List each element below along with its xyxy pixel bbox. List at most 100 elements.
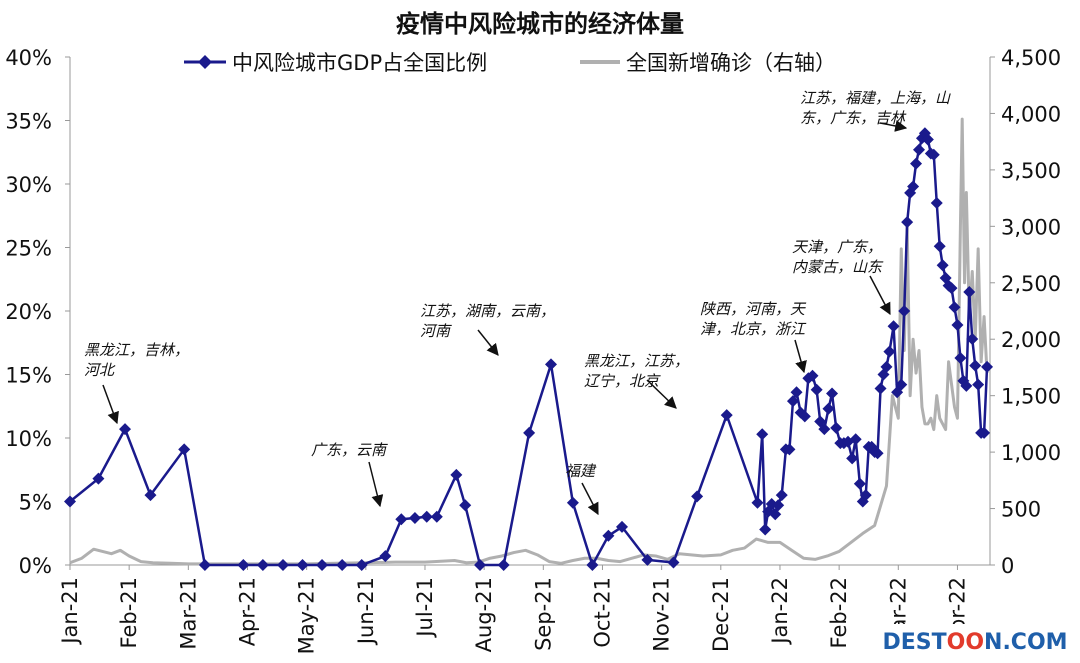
gdp-share-point: [379, 550, 392, 563]
annotation-label: 内蒙古，山东: [792, 258, 884, 276]
gdp-share-point: [420, 510, 433, 523]
annotation-label: 天津，广东，: [792, 238, 882, 256]
x-tick-label: Feb-22: [827, 577, 851, 648]
y-right-tick-label: 2,000: [1001, 328, 1061, 352]
y-right-tick-label: 2,500: [1001, 272, 1061, 296]
gdp-share-point: [316, 559, 329, 571]
gdp-share-point: [756, 428, 769, 441]
gdp-share-point: [927, 148, 940, 161]
gdp-share-point: [853, 477, 866, 490]
y-left-tick-label: 35%: [5, 110, 52, 134]
gdp-share-point: [871, 447, 884, 460]
annotation-label: 河北: [84, 361, 116, 379]
watermark-letter: E: [901, 630, 916, 655]
gdp-share-point: [849, 433, 862, 446]
annotation-label: 河南: [420, 322, 452, 340]
gdp-share-point: [907, 180, 920, 193]
watermark-letter: M: [1046, 630, 1068, 655]
gdp-share-point: [933, 240, 946, 253]
y-left-tick-label: 20%: [5, 300, 52, 324]
y-right-tick-label: 1,000: [1001, 441, 1061, 465]
annotation-arrow: [102, 384, 119, 425]
x-tick-label: Aug-21: [472, 577, 496, 652]
watermark-letter: O: [965, 630, 984, 655]
watermark-letter: C: [1011, 630, 1027, 655]
x-tick-label: Jul-21: [413, 577, 437, 639]
gdp-share-point: [846, 452, 859, 465]
watermark-letter: N: [984, 630, 1002, 655]
gdp-share-point: [497, 559, 510, 571]
gdp-share-line: [69, 131, 989, 567]
gdp-share-point: [459, 499, 472, 512]
y-right-tick-label: 500: [1001, 498, 1041, 522]
gdp-share-point: [798, 410, 811, 423]
y-left-tick-label: 25%: [5, 237, 52, 261]
gdp-share-point: [822, 402, 835, 415]
gdp-share-point: [978, 426, 991, 439]
gdp-share-point: [887, 320, 900, 333]
gdp-share-point: [783, 443, 796, 456]
gdp-share-point: [430, 510, 443, 523]
legend-label-gdp: 中风险城市GDP占全国比例: [232, 51, 487, 75]
annotation-label: 福建: [565, 462, 597, 480]
annotation-label: 江苏，福建，上海，山: [800, 89, 951, 107]
chart-title: 疫情中风险城市的经济体量: [396, 10, 684, 38]
x-tick-label: Jan-21: [58, 577, 82, 646]
gdp-share-point: [92, 472, 105, 485]
gdp-share-point: [913, 143, 926, 156]
annotation-label: 广东，云南: [311, 441, 388, 459]
y-right-tick-label: 3,000: [1001, 215, 1061, 239]
gdp-share-point: [602, 529, 615, 542]
gdp-share-point: [972, 378, 985, 391]
gdp-share-point: [936, 259, 949, 272]
watermark-letter: O: [1027, 630, 1046, 655]
watermark-letter: T: [932, 630, 947, 655]
y-left-tick-label: 10%: [5, 427, 52, 451]
legend-marker-gdp: [198, 55, 212, 69]
gdp-share-point: [178, 443, 191, 456]
gdp-share-point: [355, 559, 368, 571]
y-right-tick-label: 4,500: [1001, 46, 1061, 70]
y-left-tick-label: 40%: [5, 46, 52, 70]
x-tick-label: Sep-21: [531, 577, 555, 651]
gdp-share-point: [751, 496, 764, 509]
annotation-arrow: [869, 275, 891, 316]
x-tick-label: Oct-21: [590, 577, 614, 648]
y-left-tick-label: 15%: [5, 364, 52, 388]
y-right-tick-label: 4,000: [1001, 102, 1061, 126]
gdp-share-point: [256, 559, 269, 571]
gdp-share-point: [826, 387, 839, 400]
gdp-share-point: [64, 495, 76, 508]
gdp-share-point: [960, 379, 973, 392]
gdp-share-point: [830, 421, 843, 434]
x-tick-label: May-21: [295, 577, 319, 654]
gdp-share-point: [198, 559, 211, 571]
x-tick-label: Dec-21: [709, 577, 733, 652]
y-left-tick-label: 30%: [5, 173, 52, 197]
gdp-share-point: [691, 490, 704, 503]
annotation-label: 陕西，河南，天: [700, 300, 807, 318]
gdp-share-point: [898, 305, 911, 317]
watermark-letter: D: [882, 630, 900, 655]
gdp-share-point: [759, 523, 772, 536]
y-right-tick-label: 3,500: [1001, 159, 1061, 183]
y-left-tick-label: 5%: [19, 491, 52, 515]
gdp-share-point: [641, 553, 654, 566]
gdp-share-point: [545, 358, 558, 371]
annotation-arrow: [879, 120, 908, 132]
gdp-share-point: [910, 157, 923, 170]
gdp-share-point: [296, 559, 309, 571]
gdp-share-point: [667, 556, 680, 569]
gdp-share-point: [930, 197, 943, 210]
annotation-label: 辽宁，北京: [584, 372, 661, 390]
gdp-share-point: [144, 489, 157, 502]
gdp-share-point: [276, 559, 289, 571]
gdp-share-point: [408, 512, 421, 525]
gdp-share-point: [775, 489, 788, 502]
gdp-share-point: [237, 559, 250, 571]
gdp-share-point: [921, 133, 934, 146]
gdp-share-point: [954, 351, 967, 364]
gdp-share-point: [772, 499, 785, 512]
